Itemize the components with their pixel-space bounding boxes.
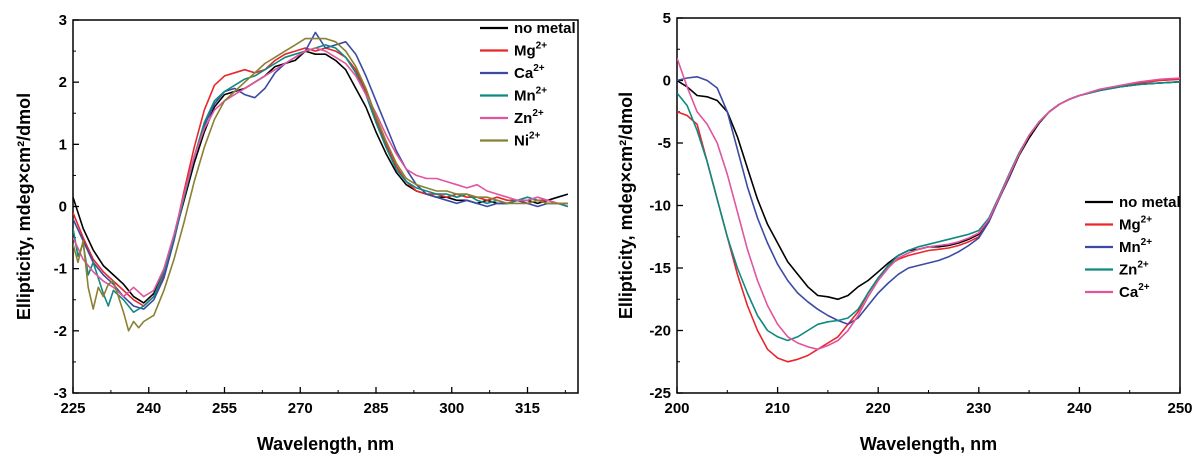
series-line-zn (677, 81, 1180, 342)
x-axis-title: Wavelength, nm (860, 434, 997, 454)
left-chart: -3 -2 -1 0 1 2 3 225 240 255 270 285 300 315 Wavelengt… (14, 12, 579, 454)
y-tick-label: -1 (54, 261, 67, 278)
x-tick-label: 220 (866, 400, 891, 417)
y-tick-label: -10 (649, 198, 671, 215)
legend-label-superscript: 2+ (536, 41, 548, 52)
right-chart: -25 -20 -15 -10 -5 0 5 200 210 220 230 240 250 Wavele… (616, 10, 1193, 454)
legend-label: Zn2+ (1119, 260, 1149, 279)
legend-label: Zn2+ (514, 108, 544, 127)
x-axis-title: Wavelength, nm (257, 434, 394, 454)
legend-label-base: Mn (514, 88, 536, 105)
x-tick-label: 240 (1067, 400, 1092, 417)
legend-label: Ni2+ (514, 131, 541, 150)
x-tick-label: 250 (1167, 400, 1192, 417)
legend-label-superscript: 2+ (533, 63, 545, 74)
legend-label: no metal (514, 20, 576, 37)
legend-label-base: Ca (1119, 284, 1139, 301)
y-tick-label: -15 (649, 260, 671, 277)
series-line-ca (73, 31, 569, 310)
y-tick-label: -5 (658, 135, 671, 152)
x-tick-label: 285 (363, 400, 388, 417)
series-line-ca (677, 57, 1180, 351)
legend-label-base: Zn (1119, 262, 1137, 279)
legend-label-base: Mn (1119, 239, 1141, 256)
legend-label: no metal (1119, 194, 1181, 211)
x-tick-label: 200 (664, 400, 689, 417)
legend-label-superscript: 2+ (532, 108, 544, 119)
series-line-mn (677, 76, 1180, 326)
plot-frame (676, 17, 1181, 394)
y-tick-label: -3 (54, 385, 67, 402)
y-tick-label: 5 (663, 10, 671, 27)
x-tick-label: 255 (212, 400, 237, 417)
x-tick-label: 225 (60, 400, 85, 417)
legend-label: Mg2+ (514, 41, 547, 60)
y-axis-title: Ellipticity, mdeg×cm²/dmol (616, 92, 636, 319)
x-tick-label: 230 (966, 400, 991, 417)
legend-label-base: Zn (514, 110, 532, 127)
x-tick-label: 300 (439, 400, 464, 417)
legend-label-base: Ni (514, 133, 529, 150)
legend-label: Mg2+ (1119, 215, 1152, 234)
x-tick-label: 210 (765, 400, 790, 417)
series-line-no-metal (73, 50, 569, 304)
y-tick-label: 1 (59, 136, 67, 153)
legend-label-base: Mg (1119, 217, 1141, 234)
series-line-mg (677, 78, 1180, 363)
y-tick-label: -25 (649, 385, 671, 402)
legend-label-base: Ca (514, 65, 534, 82)
y-axis-title: Ellipticity, mdeg×cm²/dmol (14, 93, 34, 320)
legend-label-base: no metal (514, 20, 576, 37)
series-line-zn (73, 47, 568, 298)
y-tick-label: 0 (663, 73, 671, 90)
x-tick-label: 240 (136, 400, 161, 417)
legend-label: Mn2+ (1119, 237, 1152, 256)
series-line-ni (73, 37, 568, 332)
series-line-mg (73, 47, 568, 307)
legend-label-superscript: 2+ (1138, 282, 1150, 293)
legend-label-superscript: 2+ (1137, 260, 1149, 271)
legend-label: Ca2+ (1119, 282, 1150, 301)
legend-label-superscript: 2+ (536, 86, 548, 97)
legend-label: Mn2+ (514, 86, 547, 105)
y-tick-label: -2 (54, 323, 67, 340)
y-tick-label: -20 (649, 323, 671, 340)
plot-frame (72, 19, 579, 394)
x-tick-label: 315 (515, 400, 540, 417)
legend-label: Ca2+ (514, 63, 545, 82)
legend-label-superscript: 2+ (1141, 237, 1153, 248)
series-line-mn (73, 44, 569, 313)
legend-label-base: no metal (1119, 194, 1181, 211)
x-tick-label: 270 (288, 400, 313, 417)
y-tick-label: 2 (59, 74, 67, 91)
legend-label-base: Mg (514, 43, 536, 60)
legend-label-superscript: 2+ (529, 131, 541, 142)
y-tick-label: 0 (59, 199, 67, 216)
legend-label-superscript: 2+ (1141, 215, 1153, 226)
y-tick-label: 3 (59, 12, 67, 29)
